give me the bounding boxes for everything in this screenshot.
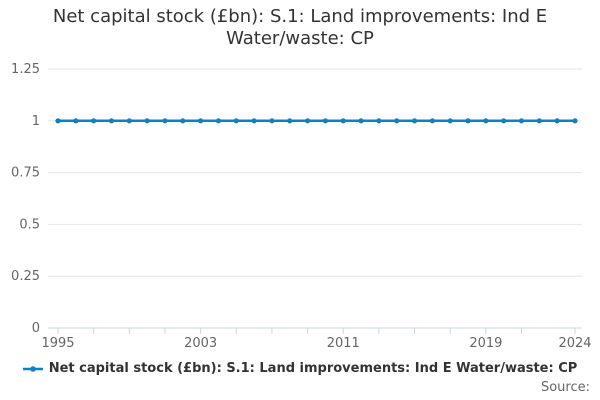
data-point-marker[interactable] — [376, 118, 382, 124]
data-point-marker[interactable] — [215, 118, 222, 124]
data-point-marker[interactable] — [108, 118, 115, 124]
data-point-marker[interactable] — [287, 118, 293, 124]
chart-title: Net capital stock (£bn): S.1: Land impro… — [0, 6, 600, 50]
data-point-marker[interactable] — [536, 118, 542, 124]
data-point-marker[interactable] — [233, 118, 239, 124]
y-axis-tick-label: 0.25 — [11, 269, 40, 284]
legend-item-series-0[interactable]: Net capital stock (£bn): S.1: Land impro… — [22, 361, 578, 376]
data-point-marker[interactable] — [572, 118, 578, 124]
data-point-marker[interactable] — [340, 118, 346, 124]
data-point-marker[interactable] — [126, 118, 132, 124]
data-point-marker[interactable] — [554, 118, 560, 124]
data-point-marker[interactable] — [73, 118, 79, 124]
plot-area: 0 0.25 0.5 0.75 1 1.25 1995 2003 2011 2019 2024 — [11, 62, 592, 351]
data-point-marker[interactable] — [447, 118, 453, 124]
y-axis-tick-label: 0.5 — [19, 217, 40, 232]
data-point-marker[interactable] — [501, 118, 507, 124]
chart-title-line-1: Net capital stock (£bn): S.1: Land impro… — [52, 6, 548, 27]
data-point-marker[interactable] — [322, 118, 329, 124]
data-point-marker[interactable] — [411, 118, 418, 124]
data-point-marker[interactable] — [251, 118, 257, 124]
data-point-marker[interactable] — [518, 118, 525, 124]
chart-title-line-2: Water/waste: CP — [226, 28, 374, 49]
data-point-marker[interactable] — [304, 118, 311, 124]
x-axis-tick-label: 2003 — [184, 336, 217, 351]
legend: Net capital stock (£bn): S.1: Land impro… — [0, 361, 600, 376]
data-point-marker[interactable] — [358, 118, 364, 124]
data-point-marker[interactable] — [269, 118, 275, 124]
data-point-marker[interactable] — [483, 118, 489, 124]
data-point-marker[interactable] — [465, 118, 471, 124]
data-point-marker[interactable] — [162, 118, 168, 124]
x-axis-tick-label: 2011 — [327, 336, 360, 351]
legend-line-marker-icon — [22, 365, 43, 372]
x-axis-tick-label: 2024 — [558, 336, 591, 351]
x-axis-tick-label: 2019 — [469, 336, 502, 351]
data-point-marker[interactable] — [429, 118, 435, 124]
data-point-marker[interactable] — [394, 118, 400, 124]
data-point-marker[interactable] — [144, 118, 150, 124]
y-axis-tick-label: 0.75 — [11, 166, 40, 181]
data-point-marker[interactable] — [91, 118, 97, 124]
x-axis-tick-label: 1995 — [41, 336, 74, 351]
source-label: Source: — [540, 380, 590, 395]
y-axis-tick-label: 0 — [32, 321, 40, 336]
data-point-marker[interactable] — [55, 118, 61, 124]
legend-label: Net capital stock (£bn): S.1: Land impro… — [48, 361, 578, 376]
data-point-marker[interactable] — [198, 118, 204, 124]
y-axis-tick-label: 1.25 — [11, 62, 40, 77]
data-point-marker[interactable] — [180, 118, 186, 124]
y-axis-tick-label: 1 — [32, 114, 40, 129]
